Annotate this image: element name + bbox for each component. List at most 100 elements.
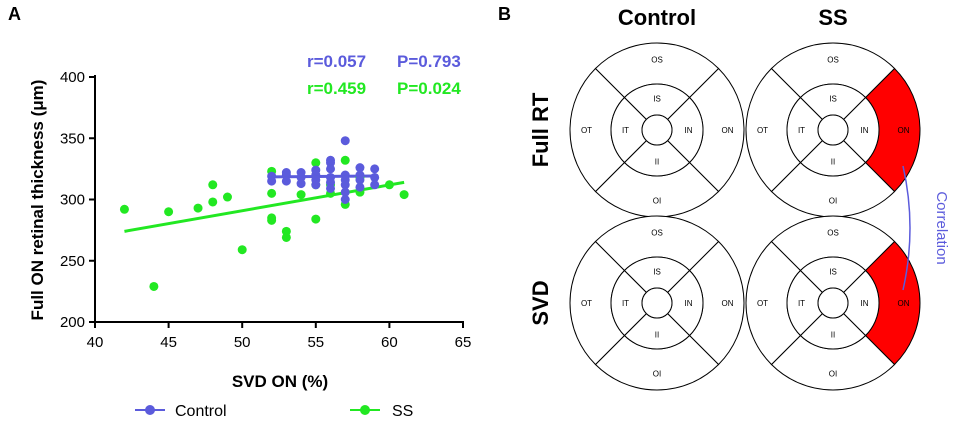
ss-r-value: r=0.459 — [307, 79, 366, 98]
sector-label-ii: II — [655, 331, 659, 340]
x-tick-label: 50 — [234, 334, 251, 351]
row-header-full-rt: Full RT — [528, 92, 553, 167]
panel-b-sector-maps: B Control SS Full RT SVD ON OI OT OS IN II IT I… — [498, 4, 950, 391]
sector-label-ot: OT — [757, 126, 768, 135]
column-header-control: Control — [618, 5, 696, 30]
central-sector — [641, 287, 673, 319]
sector-label-ii: II — [831, 331, 835, 340]
plot-axes: 40 45 50 55 60 65 200 250 300 350 400 — [60, 69, 471, 351]
control-point — [340, 195, 350, 204]
legend-control-marker — [145, 405, 155, 415]
sector-label-os: OS — [827, 229, 839, 238]
ss-point — [281, 232, 291, 242]
y-axis-title: Full ON retinal thickness (μm) — [28, 80, 47, 321]
control-point — [340, 180, 350, 190]
sector-label-ot: OT — [757, 299, 768, 308]
legend-control-label: Control — [175, 403, 227, 420]
ss-point — [222, 192, 232, 202]
control-point — [267, 176, 277, 186]
x-tick-label: 65 — [455, 334, 472, 351]
sector-label-os: OS — [827, 56, 839, 65]
ss-p-value: P=0.024 — [397, 79, 461, 98]
y-tick-label: 200 — [60, 314, 85, 331]
x-tick-label: 60 — [381, 334, 398, 351]
control-point — [370, 172, 380, 182]
sector-label-os: OS — [651, 56, 663, 65]
sector-label-on: ON — [898, 299, 910, 308]
sector-maps: ON OI OT OS IN II IT IS ON OI OT OS IN II IT IS ON OI OT OS… — [569, 42, 921, 391]
sector-map-full-rt-control: ON OI OT OS IN II IT IS — [569, 42, 745, 218]
control-point — [281, 168, 291, 178]
y-tick-label: 300 — [60, 192, 85, 209]
sector-label-is: IS — [829, 268, 837, 277]
sector-label-os: OS — [651, 229, 663, 238]
sector-label-ot: OT — [581, 299, 592, 308]
data-points — [119, 136, 409, 291]
control-point — [355, 163, 365, 173]
sector-label-in: IN — [861, 299, 869, 308]
sector-label-ii: II — [655, 158, 659, 167]
sector-map-svd-ss: ON OI OT OS IN II IT IS — [745, 215, 921, 391]
column-header-ss: SS — [818, 5, 847, 30]
control-point — [355, 175, 365, 185]
ss-point — [399, 190, 409, 200]
y-tick-label: 400 — [60, 69, 85, 86]
x-tick-label: 55 — [307, 334, 324, 351]
legend-item-ss: SS — [350, 403, 413, 420]
correlation-connector — [902, 165, 911, 291]
central-sector — [817, 287, 849, 319]
legend-item-control: Control — [135, 403, 227, 420]
sector-label-ii: II — [831, 158, 835, 167]
sector-label-on: ON — [898, 126, 910, 135]
legend: Control SS — [135, 403, 413, 420]
sector-label-it: IT — [622, 299, 629, 308]
sector-label-oi: OI — [829, 370, 837, 379]
ss-point — [119, 204, 129, 214]
sector-label-oi: OI — [653, 370, 661, 379]
control-p-value: P=0.793 — [397, 52, 461, 71]
control-point — [296, 168, 306, 178]
ss-point — [193, 203, 203, 213]
ss-point — [384, 180, 394, 190]
sector-label-is: IS — [653, 95, 661, 104]
ss-point — [208, 197, 218, 207]
sector-map-full-rt-ss: ON OI OT OS IN II IT IS — [745, 42, 921, 218]
control-point — [281, 176, 291, 186]
panel-a-scatter-chart: A r=0.057 P=0.793 r=0.459 P=0.024 40 45 50… — [8, 4, 471, 420]
sector-label-in: IN — [685, 299, 693, 308]
sector-label-is: IS — [829, 95, 837, 104]
row-header-svd: SVD — [528, 280, 553, 325]
sector-label-it: IT — [622, 126, 629, 135]
ss-point — [237, 245, 247, 255]
sector-label-in: IN — [685, 126, 693, 135]
ss-point — [267, 215, 277, 225]
control-point — [370, 180, 380, 190]
legend-ss-label: SS — [392, 403, 413, 420]
panel-a-letter: A — [8, 4, 21, 24]
ss-point — [340, 155, 350, 165]
control-point — [326, 183, 336, 193]
x-axis-title: SVD ON (%) — [232, 372, 328, 391]
correlation-label: Correlation — [933, 191, 950, 264]
sector-map-svd-control: ON OI OT OS IN II IT IS — [569, 215, 745, 391]
x-tick-label: 45 — [160, 334, 177, 351]
sector-label-on: ON — [722, 126, 734, 135]
control-r-value: r=0.057 — [307, 52, 366, 71]
sector-label-oi: OI — [653, 197, 661, 206]
sector-label-oi: OI — [829, 197, 837, 206]
y-tick-label: 350 — [60, 130, 85, 147]
ss-point — [311, 214, 321, 224]
ss-point — [311, 158, 321, 168]
control-point — [340, 136, 350, 146]
sector-label-is: IS — [653, 268, 661, 277]
central-sector — [641, 114, 673, 146]
legend-ss-marker — [360, 405, 370, 415]
control-point — [326, 164, 336, 174]
control-point — [311, 180, 321, 190]
control-point — [326, 155, 336, 165]
control-point — [355, 182, 365, 192]
sector-label-it: IT — [798, 126, 805, 135]
control-point — [311, 165, 321, 175]
ss-point — [296, 190, 306, 200]
